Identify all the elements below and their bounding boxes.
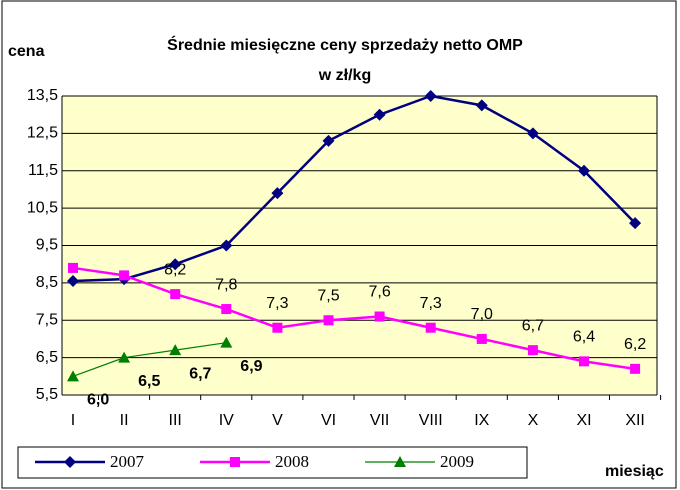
data-label: 7,6 — [368, 284, 390, 301]
x-tick-label: V — [272, 412, 283, 429]
data-label: 6,0 — [87, 392, 109, 409]
y-axis-label: cena — [8, 43, 45, 60]
point — [322, 134, 335, 147]
point — [271, 187, 284, 200]
x-tick-label: II — [120, 412, 129, 429]
point — [230, 457, 240, 467]
x-tick-label: X — [528, 412, 539, 429]
y-tick-label: 5,5 — [36, 386, 58, 403]
y-tick-label: 10,5 — [27, 199, 58, 216]
point — [526, 127, 539, 140]
data-label: 7,3 — [266, 295, 288, 312]
point — [476, 333, 487, 344]
point — [169, 258, 182, 271]
data-label: 8,2 — [164, 261, 186, 278]
point — [220, 336, 233, 348]
point — [578, 164, 590, 177]
x-tick-label: VII — [370, 412, 390, 429]
data-label: 6,5 — [138, 373, 160, 390]
point — [527, 345, 538, 356]
data-label: 6,2 — [624, 336, 646, 353]
x-tick-label: VI — [321, 412, 336, 429]
y-tick-label: 9,5 — [36, 237, 58, 254]
y-tick-label: 7,5 — [36, 311, 58, 328]
point — [323, 315, 334, 326]
x-tick-label: XII — [625, 412, 645, 429]
x-tick-label: IV — [219, 412, 234, 429]
point — [424, 90, 437, 102]
series-line — [72, 342, 227, 377]
point — [629, 217, 642, 230]
legend-label: 2007 — [110, 452, 145, 471]
data-label: 7,5 — [317, 287, 339, 304]
chart-title: Średnie miesięczne ceny sprzedaży netto … — [167, 35, 523, 54]
legend-label: 2008 — [275, 452, 309, 471]
x-tick-label: IX — [474, 412, 489, 429]
point — [630, 363, 641, 374]
data-label: 6,9 — [240, 358, 262, 375]
x-tick-label: VIII — [419, 412, 443, 429]
x-tick-label: I — [71, 412, 75, 429]
chart-subtitle: w zł/kg — [318, 67, 371, 84]
point — [67, 370, 79, 382]
y-tick-label: 12,5 — [27, 125, 58, 142]
y-tick-label: 13,5 — [27, 87, 58, 104]
point — [220, 239, 233, 252]
point — [118, 351, 131, 363]
y-tick-label: 6,5 — [36, 349, 58, 366]
y-tick-label: 11,5 — [28, 162, 58, 179]
data-label: 7,3 — [420, 295, 442, 312]
data-label: 6,7 — [522, 317, 544, 334]
data-label: 7,0 — [471, 306, 493, 323]
point — [394, 456, 406, 467]
legend-label: 2009 — [440, 452, 474, 471]
point — [170, 289, 181, 300]
point — [169, 344, 182, 356]
point — [272, 322, 283, 333]
data-label: 7,8 — [215, 276, 237, 293]
x-tick-label: XI — [576, 412, 591, 429]
data-label: 6,7 — [189, 365, 211, 382]
point — [374, 311, 385, 322]
point — [64, 456, 76, 468]
series-line — [72, 266, 636, 371]
data-label: 6,4 — [573, 329, 595, 346]
point — [221, 304, 232, 315]
point — [119, 270, 130, 281]
point — [68, 262, 78, 273]
point — [67, 275, 79, 288]
point — [579, 356, 589, 367]
point — [475, 99, 488, 112]
point — [425, 322, 436, 333]
y-tick-label: 8,5 — [36, 274, 58, 291]
x-axis-label: miesiąc — [605, 463, 664, 480]
series-line — [72, 94, 636, 283]
point — [373, 108, 386, 121]
x-tick-label: III — [169, 412, 182, 429]
